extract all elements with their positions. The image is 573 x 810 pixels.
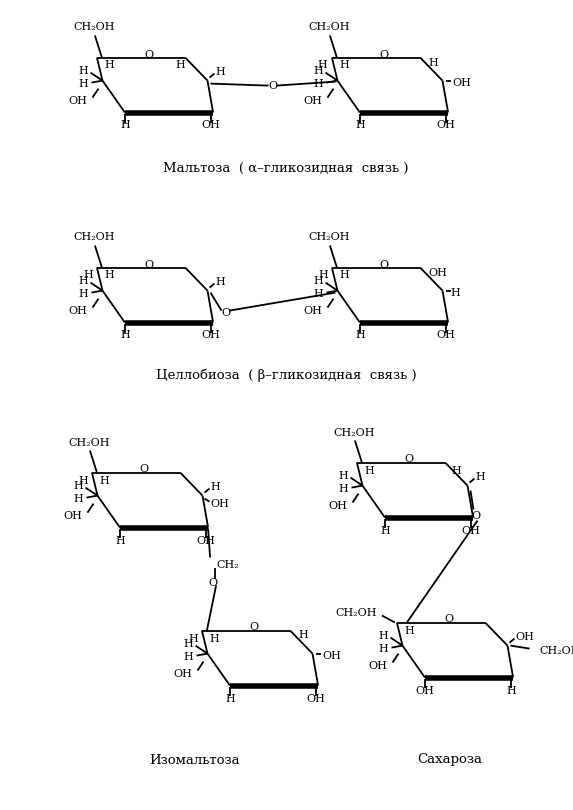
Text: O: O <box>144 49 154 59</box>
Text: H: H <box>215 66 225 77</box>
Text: Мальтоза  ( α–гликозидная  связь ): Мальтоза ( α–гликозидная связь ) <box>163 161 409 174</box>
Text: CH₂OH: CH₂OH <box>73 23 115 32</box>
Text: CH₂: CH₂ <box>216 560 239 569</box>
Text: O: O <box>221 308 230 318</box>
Text: OH: OH <box>428 267 447 278</box>
Text: O: O <box>379 49 388 59</box>
Text: H: H <box>83 271 93 280</box>
Text: OH: OH <box>329 501 347 510</box>
Text: H: H <box>79 66 88 75</box>
Text: OH: OH <box>307 693 325 704</box>
Text: OH: OH <box>210 499 229 509</box>
Text: CH₂OH: CH₂OH <box>308 23 350 32</box>
Text: H: H <box>339 271 349 280</box>
Text: H: H <box>476 471 485 482</box>
Text: CH₂OH: CH₂OH <box>308 232 350 242</box>
Text: CH₂OH: CH₂OH <box>73 232 115 242</box>
Text: H: H <box>317 61 327 70</box>
Text: H: H <box>74 493 84 504</box>
Text: OH: OH <box>437 330 456 340</box>
Text: OH: OH <box>69 96 88 105</box>
Text: H: H <box>450 288 460 297</box>
Text: H: H <box>380 526 390 535</box>
Text: OH: OH <box>197 535 215 545</box>
Text: H: H <box>79 275 88 286</box>
Text: H: H <box>339 471 348 480</box>
Text: O: O <box>405 454 414 464</box>
Text: H: H <box>318 271 328 280</box>
Text: H: H <box>175 61 185 70</box>
Text: OH: OH <box>323 650 342 661</box>
Text: O: O <box>379 259 388 270</box>
Text: H: H <box>184 651 194 662</box>
Text: O: O <box>268 81 277 91</box>
Text: H: H <box>210 482 220 492</box>
Text: O: O <box>144 259 154 270</box>
Text: OH: OH <box>202 121 221 130</box>
Text: H: H <box>339 61 349 70</box>
Text: H: H <box>115 535 125 545</box>
Text: CH₂OH: CH₂OH <box>333 428 375 437</box>
Text: H: H <box>225 693 235 704</box>
Text: H: H <box>74 480 84 491</box>
Text: H: H <box>104 61 114 70</box>
Text: OH: OH <box>202 330 221 340</box>
Text: O: O <box>139 464 148 475</box>
Text: OH: OH <box>462 526 481 535</box>
Text: OH: OH <box>304 305 323 316</box>
Text: O: O <box>471 510 480 521</box>
Text: H: H <box>364 466 374 475</box>
Text: H: H <box>339 484 348 493</box>
Text: H: H <box>379 631 388 641</box>
Text: H: H <box>209 633 219 643</box>
Text: H: H <box>506 685 516 696</box>
Text: CH₂OH: CH₂OH <box>68 437 109 447</box>
Text: H: H <box>120 121 129 130</box>
Text: H: H <box>314 288 324 299</box>
Text: OH: OH <box>516 632 535 642</box>
Text: H: H <box>428 58 438 67</box>
Text: H: H <box>298 630 308 641</box>
Text: O: O <box>249 623 258 633</box>
Text: H: H <box>355 121 365 130</box>
Text: OH: OH <box>453 78 472 87</box>
Text: H: H <box>120 330 129 340</box>
Text: H: H <box>355 330 365 340</box>
Text: H: H <box>379 644 388 654</box>
Text: Целлобиоза  ( β–гликозидная  связь ): Целлобиоза ( β–гликозидная связь ) <box>156 369 417 382</box>
Text: OH: OH <box>437 121 456 130</box>
Text: H: H <box>215 276 225 287</box>
Text: O: O <box>445 615 454 625</box>
Text: OH: OH <box>64 510 83 521</box>
Text: H: H <box>404 625 414 636</box>
Text: CH₂OH: CH₂OH <box>335 608 377 617</box>
Text: OH: OH <box>174 668 193 679</box>
Text: H: H <box>314 66 324 75</box>
Text: OH: OH <box>415 685 434 696</box>
Text: H: H <box>79 79 88 88</box>
Text: OH: OH <box>69 305 88 316</box>
Text: H: H <box>314 275 324 286</box>
Text: H: H <box>79 288 88 299</box>
Text: H: H <box>184 638 194 649</box>
Text: O: O <box>209 578 218 587</box>
Text: H: H <box>188 633 198 643</box>
Text: OH: OH <box>304 96 323 105</box>
Text: H: H <box>314 79 324 88</box>
Text: OH: OH <box>368 661 387 671</box>
Text: Сахароза: Сахароза <box>418 753 482 766</box>
Text: H: H <box>99 475 109 485</box>
Text: H: H <box>451 466 461 475</box>
Text: Изомальтоза: Изомальтоза <box>150 753 240 766</box>
Text: H: H <box>78 475 88 485</box>
Text: CH₂OH: CH₂OH <box>540 646 573 655</box>
Text: H: H <box>104 271 114 280</box>
